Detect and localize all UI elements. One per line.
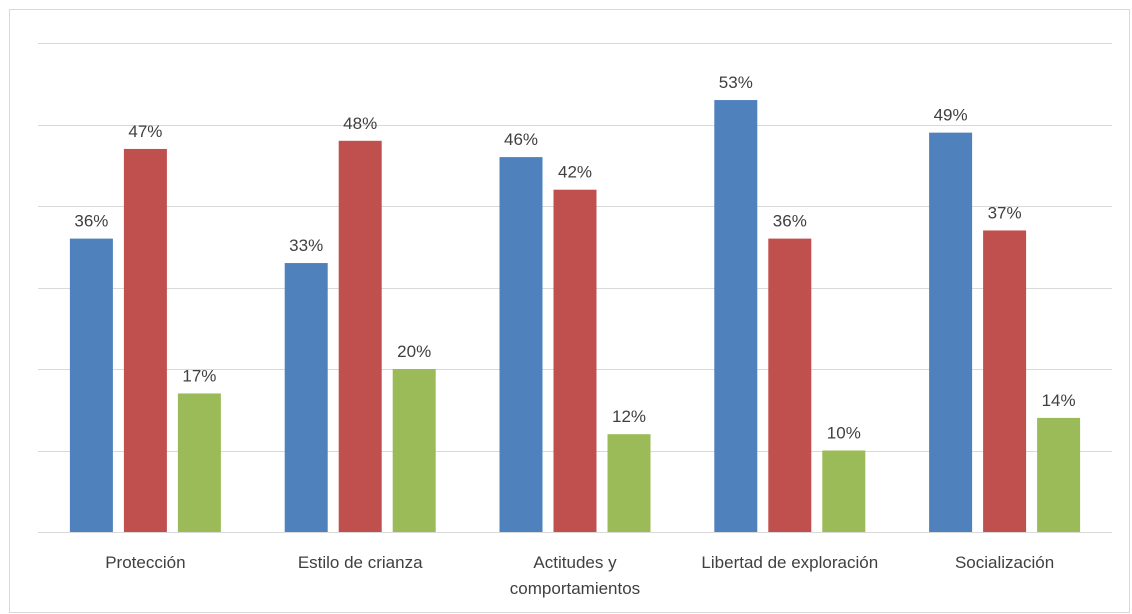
data-label: 10% xyxy=(827,424,861,443)
data-label: 47% xyxy=(128,122,162,141)
data-label: 53% xyxy=(719,73,753,92)
bar xyxy=(338,140,382,533)
data-label: 36% xyxy=(74,212,108,231)
bar xyxy=(1037,417,1081,532)
x-tick-label: Protección xyxy=(105,553,186,572)
bar xyxy=(553,189,597,532)
bar xyxy=(983,230,1027,532)
bar xyxy=(177,393,221,532)
data-label: 36% xyxy=(773,212,807,231)
bar xyxy=(499,157,543,532)
bar xyxy=(284,263,328,532)
x-tick-label: Socialización xyxy=(954,553,1055,572)
bar xyxy=(714,100,758,533)
data-label: 33% xyxy=(289,236,323,255)
data-label: 48% xyxy=(343,114,377,133)
bar xyxy=(768,238,812,532)
data-label: 12% xyxy=(612,407,646,426)
data-label: 49% xyxy=(934,106,968,125)
bar xyxy=(392,369,436,532)
data-label: 20% xyxy=(397,342,431,361)
x-tick-label: Actitudes y comportamientos xyxy=(509,553,641,598)
data-label: 42% xyxy=(558,163,592,182)
data-label: 46% xyxy=(504,130,538,149)
bar xyxy=(822,450,866,532)
data-label: 17% xyxy=(182,366,216,385)
x-tick-label: Libertad de exploración xyxy=(701,553,879,572)
x-tick-label: Estilo de crianza xyxy=(297,553,423,572)
data-label: 37% xyxy=(988,203,1022,222)
bar xyxy=(123,148,167,532)
bar xyxy=(69,238,113,532)
data-label: 14% xyxy=(1042,391,1076,410)
bar xyxy=(607,434,651,532)
bar xyxy=(929,132,973,532)
